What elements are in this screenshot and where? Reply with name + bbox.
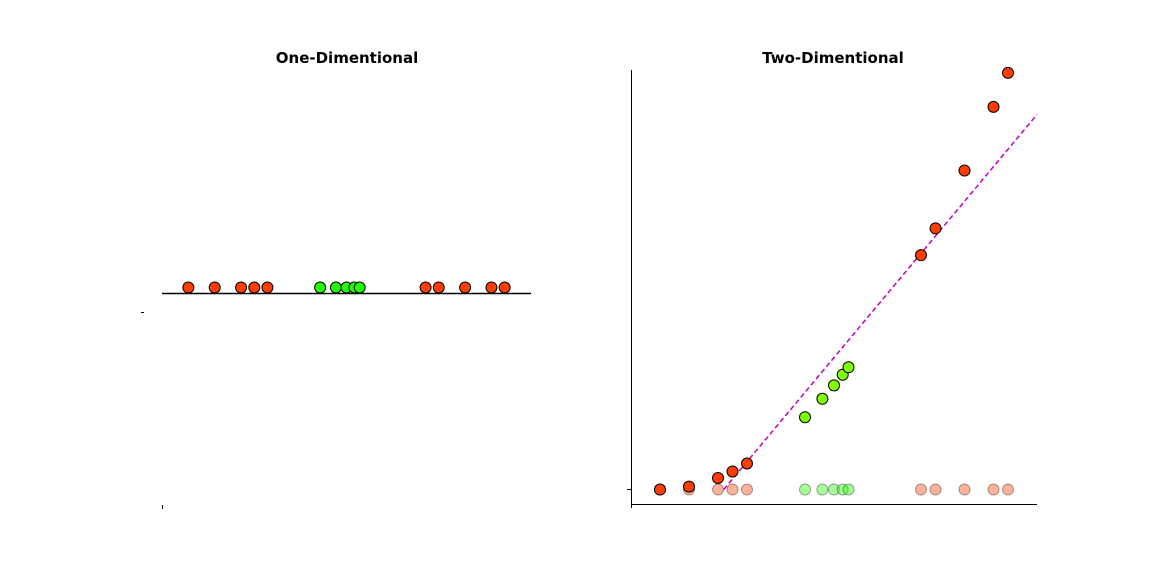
data-point-0-1 — [208, 281, 221, 294]
data-point-1-0 — [799, 411, 811, 424]
data-point-1-4 — [842, 361, 855, 374]
data-point-0-8 — [485, 281, 498, 294]
projected-point-2-6 — [929, 483, 942, 496]
data-point-0-3 — [726, 465, 739, 478]
projected-point-3-0 — [799, 483, 811, 496]
data-point-0-6 — [432, 281, 445, 294]
projected-point-2-9 — [1002, 483, 1014, 496]
data-point-0-5 — [915, 249, 927, 262]
data-point-0-6 — [929, 222, 942, 235]
data-point-0-7 — [958, 164, 971, 177]
left-axes — [141, 292, 531, 509]
right-axes — [627, 70, 1037, 508]
separator-line — [723, 114, 1038, 491]
two-dimensional-chart: Two-Dimentional — [627, 49, 1038, 508]
projected-point-3-2 — [828, 483, 840, 496]
right-separator — [723, 114, 1038, 491]
right-points — [654, 66, 1014, 496]
projected-point-2-5 — [915, 483, 927, 496]
data-point-1-2 — [828, 379, 840, 392]
projected-point-2-7 — [958, 483, 971, 496]
projected-point-3-3 — [836, 483, 849, 496]
data-point-0-1 — [683, 480, 695, 493]
projected-point-2-3 — [726, 483, 739, 496]
data-point-0-7 — [459, 281, 472, 294]
data-point-0-4 — [261, 281, 274, 294]
projected-point-3-1 — [816, 483, 829, 496]
data-point-1-1 — [329, 281, 342, 294]
chart-title-two-dimensional: Two-Dimentional — [762, 49, 904, 67]
left-points — [182, 281, 511, 294]
data-point-1-1 — [816, 392, 829, 405]
data-point-0-0 — [654, 483, 666, 496]
data-point-0-4 — [741, 457, 753, 470]
data-point-0-9 — [1002, 66, 1014, 79]
projected-point-2-8 — [987, 483, 1000, 496]
data-point-1-4 — [353, 281, 366, 294]
projected-point-3-4 — [842, 483, 855, 496]
projected-point-2-4 — [741, 483, 753, 496]
data-point-0-8 — [987, 100, 1000, 113]
data-point-0-5 — [419, 281, 432, 294]
chart-title-one-dimensional: One-Dimentional — [276, 49, 418, 67]
data-point-0-9 — [498, 281, 511, 294]
data-point-0-0 — [182, 281, 195, 294]
data-point-0-2 — [235, 281, 248, 294]
data-point-0-3 — [248, 281, 261, 294]
one-dimensional-chart: One-Dimentional — [141, 49, 531, 509]
data-point-0-2 — [712, 471, 724, 484]
data-point-1-0 — [314, 281, 327, 294]
projected-point-2-2 — [712, 483, 724, 496]
